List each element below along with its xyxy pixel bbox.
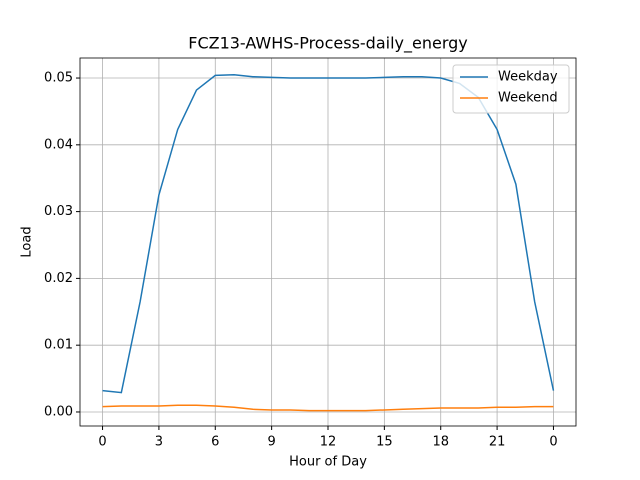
line-series — [102, 404, 554, 412]
legend-label: Weekend — [498, 91, 558, 106]
x-tick-label: 0 — [98, 435, 106, 450]
x-tick-label: 9 — [267, 435, 275, 450]
y-tick-label: 0.05 — [44, 71, 73, 86]
y-tick-label: 0.04 — [44, 137, 73, 152]
x-tick-label: 21 — [489, 435, 506, 450]
x-tick-label: 3 — [155, 435, 163, 450]
y-tick-label: 0.03 — [44, 204, 73, 219]
x-axis-label: Hour of Day — [289, 455, 367, 470]
chart-title: FCZ13-AWHS-Process-daily_energy — [188, 34, 468, 54]
plot-frame — [79, 57, 577, 427]
legend: Weekday Weekend — [452, 64, 570, 114]
x-tick-label: 6 — [211, 435, 219, 450]
y-tick-label: 0.02 — [44, 271, 73, 286]
x-tick-label: 12 — [320, 435, 337, 450]
x-tick-label: 0 — [549, 435, 557, 450]
y-tick-label: 0.00 — [44, 404, 73, 419]
x-tick-label: 15 — [376, 435, 393, 450]
legend-label: Weekday — [498, 70, 558, 85]
x-tick-label: 18 — [432, 435, 449, 450]
y-axis-label: Load — [20, 226, 35, 257]
y-tick-label: 0.01 — [44, 338, 73, 353]
